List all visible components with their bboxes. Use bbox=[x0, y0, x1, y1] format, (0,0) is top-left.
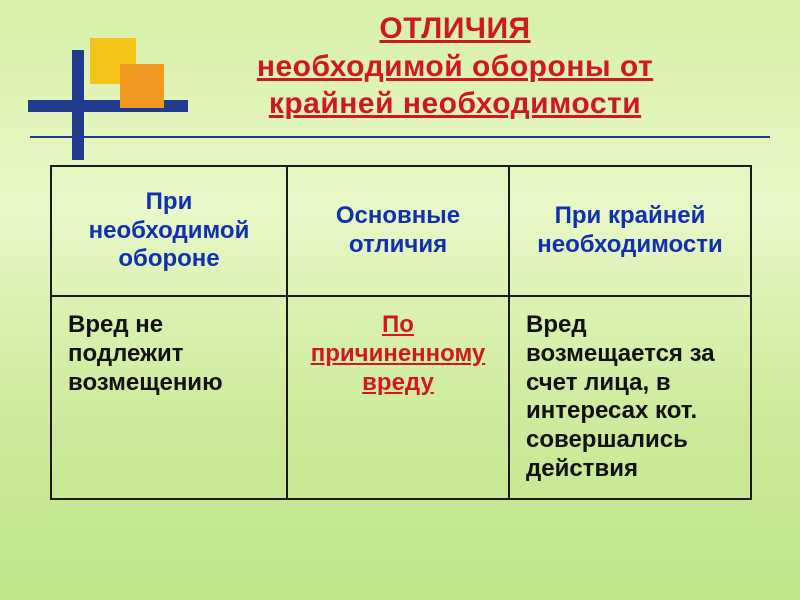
slide-title: ОТЛИЧИЯ необходимой обороны от крайней н… bbox=[150, 10, 760, 123]
header-right: При крайней необходимости bbox=[509, 166, 751, 296]
table-row: Вред не подлежит возмещению По причиненн… bbox=[51, 296, 751, 499]
title-line-3: крайней необходимости bbox=[150, 85, 760, 123]
cell-left: Вред не подлежит возмещению bbox=[51, 296, 287, 499]
cell-middle: По причиненному вреду bbox=[287, 296, 509, 499]
table-header-row: При необходимой обороне Основные отличия… bbox=[51, 166, 751, 296]
header-left: При необходимой обороне bbox=[51, 166, 287, 296]
title-line-2: необходимой обороны от bbox=[150, 48, 760, 86]
title-line-1: ОТЛИЧИЯ bbox=[150, 10, 760, 48]
cell-right: Вред возмещается за счет лица, в интерес… bbox=[509, 296, 751, 499]
header-middle: Основные отличия bbox=[287, 166, 509, 296]
horizontal-rule bbox=[30, 136, 770, 138]
comparison-table: При необходимой обороне Основные отличия… bbox=[50, 165, 752, 500]
slide: ОТЛИЧИЯ необходимой обороны от крайней н… bbox=[0, 0, 800, 600]
